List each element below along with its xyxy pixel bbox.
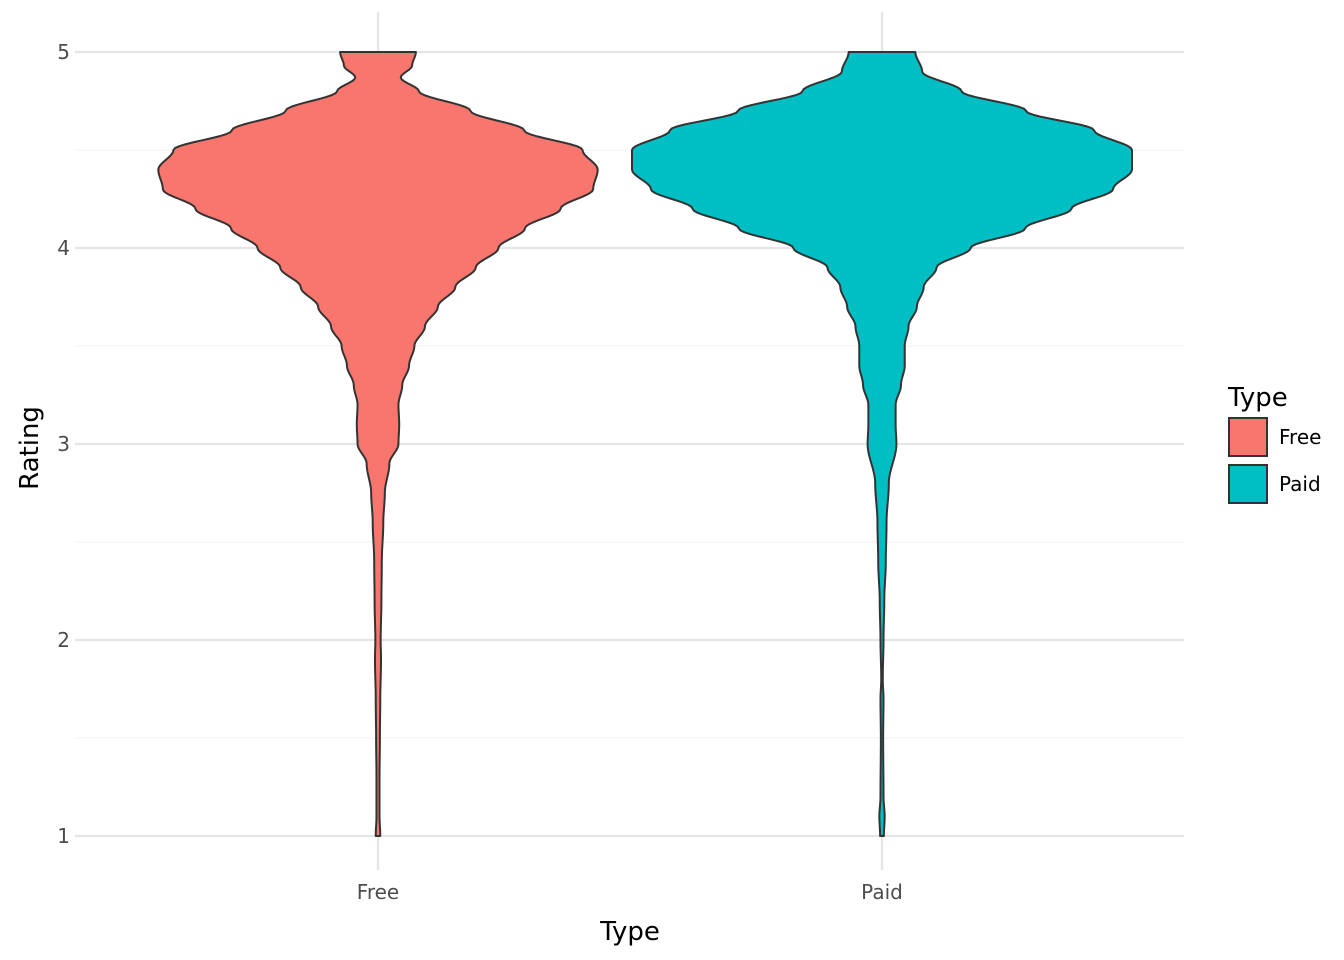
legend: Type Free Paid — [1227, 383, 1321, 504]
x-tick-label-free: Free — [357, 880, 399, 904]
legend-label-free: Free — [1279, 425, 1321, 449]
y-axis-title: Rating — [15, 406, 45, 490]
x-tick-labels: Free Paid — [357, 880, 903, 904]
legend-title: Type — [1227, 383, 1288, 413]
y-tick-label-3: 3 — [57, 432, 70, 456]
x-tick-label-paid: Paid — [861, 880, 903, 904]
violin-free — [157, 51, 599, 837]
y-tick-labels: 1 2 3 4 5 — [57, 40, 70, 848]
legend-items: Free Paid — [1228, 417, 1321, 504]
violins — [157, 51, 1133, 837]
x-axis-title: Type — [599, 917, 660, 947]
legend-key-free — [1228, 417, 1268, 457]
y-tick-label-1: 1 — [57, 824, 70, 848]
y-tick-label-5: 5 — [57, 40, 70, 64]
y-tick-label-4: 4 — [57, 236, 70, 260]
violin-paid — [631, 51, 1133, 837]
legend-label-paid: Paid — [1279, 472, 1321, 496]
legend-key-paid — [1228, 464, 1268, 504]
y-tick-label-2: 2 — [57, 628, 70, 652]
